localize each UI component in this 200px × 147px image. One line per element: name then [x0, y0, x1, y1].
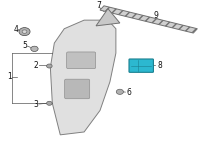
Text: 8: 8 [157, 61, 162, 70]
Polygon shape [100, 6, 197, 33]
Circle shape [31, 46, 38, 51]
Text: 3: 3 [33, 100, 38, 108]
Circle shape [116, 89, 123, 94]
Text: 6: 6 [126, 88, 131, 97]
Circle shape [31, 46, 38, 51]
Circle shape [47, 64, 52, 68]
Text: 2: 2 [33, 61, 38, 70]
FancyBboxPatch shape [67, 52, 96, 69]
Circle shape [19, 28, 30, 36]
Polygon shape [96, 9, 120, 26]
Circle shape [22, 30, 27, 33]
Text: 4: 4 [13, 25, 18, 34]
Text: 1: 1 [7, 72, 12, 81]
Circle shape [20, 28, 29, 35]
FancyBboxPatch shape [65, 79, 90, 99]
Text: 5: 5 [22, 41, 27, 50]
Circle shape [47, 101, 52, 105]
Polygon shape [50, 20, 116, 135]
FancyBboxPatch shape [129, 59, 153, 72]
Text: 7: 7 [97, 1, 101, 10]
Text: 9: 9 [153, 11, 158, 20]
